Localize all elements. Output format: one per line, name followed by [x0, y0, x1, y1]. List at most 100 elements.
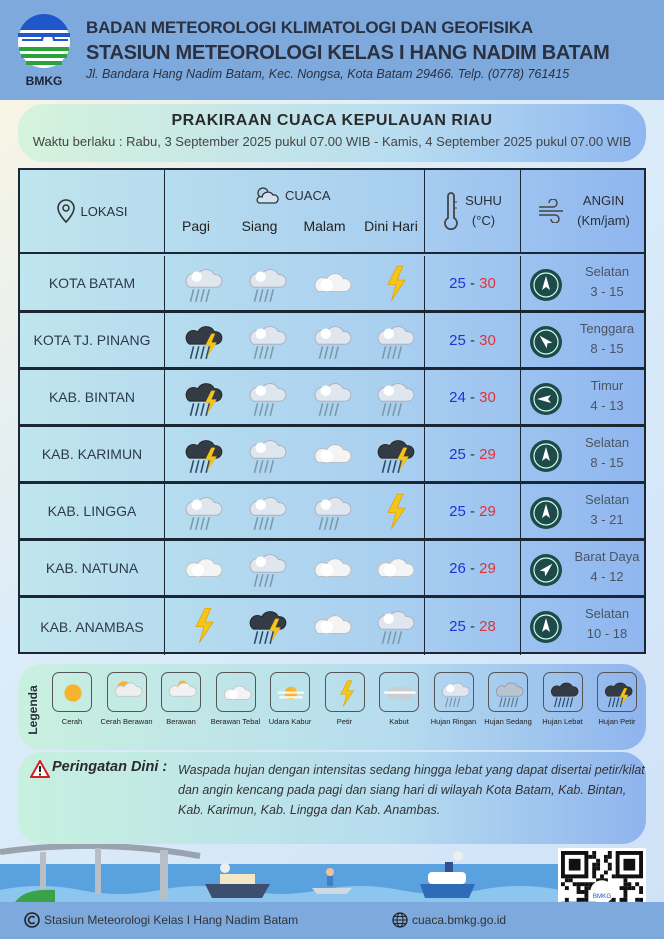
petir-icon	[339, 680, 354, 707]
weather-2	[302, 260, 362, 306]
legend-label: Hujan Lebat	[542, 717, 583, 726]
fisherman-boat-icon	[312, 868, 352, 894]
weather-cells	[165, 427, 425, 481]
weather-cells	[165, 598, 425, 655]
weather-0	[173, 545, 233, 591]
header-suhu-unit: (°C)	[471, 213, 496, 228]
legend-icon-box	[52, 672, 92, 712]
period-malam: Malam	[303, 218, 346, 234]
weather-2	[302, 488, 362, 534]
weather-1	[237, 317, 297, 363]
partly-cloudy-icon	[256, 187, 279, 204]
header-lokasi: LOKASI	[20, 170, 165, 252]
hujan-ringan-icon	[249, 383, 287, 417]
forecast-table: LOKASI CUACA Pagi Siang Malam Dini Hari …	[18, 168, 646, 655]
wind-direction: Selatan	[584, 435, 630, 450]
coastal-illustration	[0, 844, 560, 902]
temp-max: 30	[479, 331, 496, 349]
thermometer-icon	[444, 192, 458, 230]
footer-website[interactable]: cuaca.bmkg.go.id	[412, 913, 507, 927]
header-angin: ANGIN (Km/jam)	[521, 170, 646, 252]
agency-name: BADAN METEOROLOGI KLIMATOLOGI DAN GEOFIS…	[86, 18, 533, 37]
temp-max: 29	[479, 445, 496, 463]
header-suhu: SUHU (°C)	[425, 170, 521, 252]
legend-item-cerah-berawan: Cerah Berawan	[99, 672, 155, 726]
weather-1	[237, 488, 297, 534]
compass-icon	[530, 611, 562, 643]
title-banner: PRAKIRAAN CUACA KEPULAUAN RIAU Waktu ber…	[18, 104, 646, 162]
early-warning-panel: Peringatan Dini : Waspada hujan dengan i…	[18, 752, 646, 844]
wind-speed: 8 - 15	[590, 341, 624, 356]
temp-min: 25	[449, 618, 466, 635]
legend-item-udara-kabur: Udara Kabur	[262, 672, 318, 726]
wind-direction: Selatan	[584, 264, 630, 279]
legend-icon-box	[433, 672, 474, 712]
hujan-sedang-icon	[496, 682, 524, 708]
temp-max: 28	[479, 618, 496, 635]
wind-direction: Selatan	[584, 606, 630, 621]
period-pagi: Pagi	[181, 218, 211, 234]
legend-label: Berawan Tebal	[210, 717, 261, 726]
temp-min: 25	[449, 445, 466, 463]
temperature-range: 25 - 29	[425, 427, 521, 481]
legend-item-hujan-petir: Hujan Petir	[589, 672, 645, 726]
hujan-petir-icon	[249, 611, 287, 645]
weather-1	[237, 545, 297, 591]
location-name: KAB. KARIMUN	[20, 427, 165, 481]
kabut-icon	[384, 686, 416, 700]
hujan-petir-icon	[185, 326, 223, 360]
location-pin-icon	[56, 199, 75, 223]
weather-3	[365, 431, 425, 477]
weather-3	[365, 488, 425, 534]
logo-text: BMKG	[26, 74, 63, 88]
cerah-berawan-icon	[114, 681, 142, 697]
wind-direction: Selatan	[584, 492, 630, 507]
legend-item-hujan-sedang: Hujan Sedang	[480, 672, 536, 726]
hujan-petir-icon	[605, 682, 633, 708]
compass-icon	[530, 383, 562, 415]
hujan-lebat-icon	[550, 682, 578, 708]
header-cuaca: CUACA Pagi Siang Malam Dini Hari	[165, 170, 425, 252]
weather-3	[365, 545, 425, 591]
weather-1	[237, 431, 297, 477]
legend-icon-box	[597, 672, 637, 712]
berawan-tebal-icon	[377, 558, 415, 577]
weather-0	[173, 260, 233, 306]
compass-icon	[530, 440, 562, 472]
weather-2	[302, 545, 362, 591]
hujan-ringan-icon	[249, 269, 287, 303]
legend-label: Hujan Sedang	[484, 717, 532, 726]
temp-min: 26	[449, 559, 466, 577]
legend-label: Hujan Ringan	[430, 717, 477, 726]
qr-logo-text: BMKG	[593, 893, 612, 900]
compass-icon	[530, 326, 562, 358]
legend-item-petir: Petir	[317, 672, 373, 726]
wind-info: Selatan 3 - 15	[521, 256, 646, 310]
legend-label: Hujan Petir	[598, 717, 636, 726]
weather-2	[302, 431, 362, 477]
temperature-range: 24 - 30	[425, 370, 521, 424]
warning-label: Peringatan Dini :	[52, 759, 168, 775]
bmkg-logo: BMKG	[18, 14, 70, 88]
header-lokasi-label: LOKASI	[80, 203, 128, 219]
wind-speed: 8 - 15	[590, 455, 624, 470]
berawan-tebal-icon	[314, 273, 352, 292]
location-name: KOTA BATAM	[20, 256, 165, 310]
location-name: KOTA TJ. PINANG	[20, 313, 165, 367]
compass-icon	[530, 269, 562, 301]
table-row: KAB. ANAMBAS 25 - 28 Selatan 10 - 18	[20, 598, 644, 655]
wind-speed: 3 - 21	[590, 512, 624, 527]
temp-max: 30	[479, 388, 496, 406]
hujan-petir-icon	[185, 383, 223, 417]
wind-info: Selatan 10 - 18	[521, 598, 646, 655]
petir-icon	[387, 265, 406, 301]
hujan-ringan-icon	[377, 383, 415, 417]
weather-1	[237, 602, 297, 648]
station-address: Jl. Bandara Hang Nadim Batam, Kec. Nongs…	[86, 67, 570, 81]
legend-icon-box	[106, 672, 147, 712]
legend-label: Berawan	[166, 717, 196, 726]
hujan-ringan-icon	[249, 440, 287, 474]
warning-text: Waspada hujan dengan intensitas sedang h…	[178, 763, 645, 817]
legend-item-berawan: Berawan	[153, 672, 209, 726]
weather-3	[365, 317, 425, 363]
